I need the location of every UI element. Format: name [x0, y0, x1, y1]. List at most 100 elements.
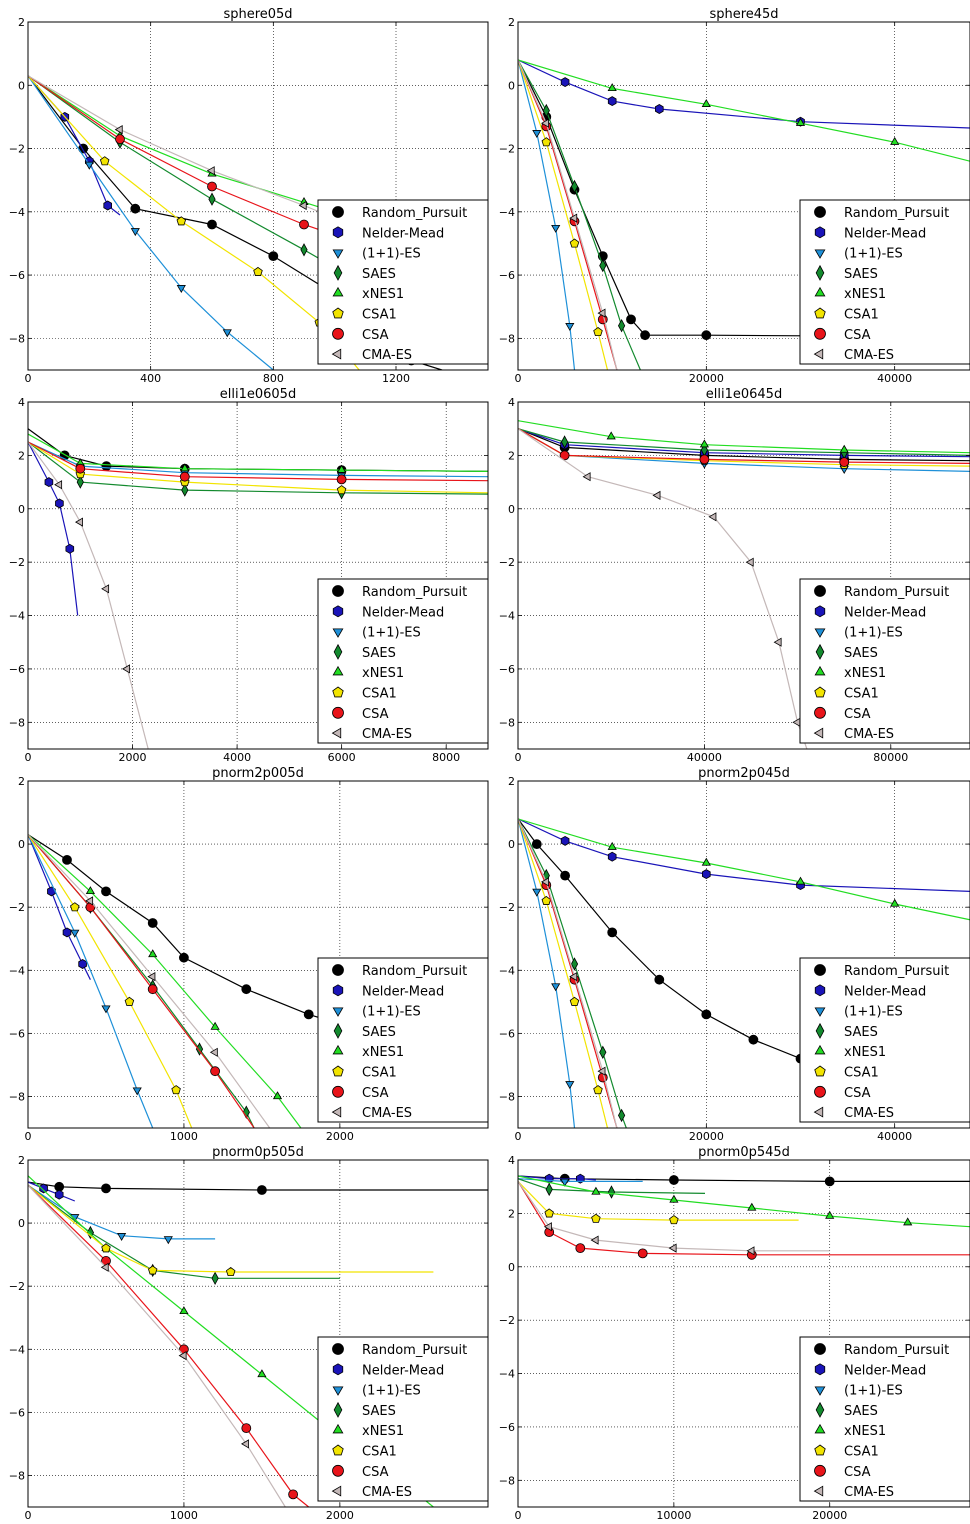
legend-box	[799, 1336, 970, 1502]
data-point-CMA-ES	[597, 1066, 606, 1076]
y-tick-label: 2	[508, 16, 515, 29]
legend-marker-CSA1	[814, 307, 826, 319]
legend: Random_Pursuit Nelder-Mead (1+1)-ES SAES xNE…	[317, 1336, 489, 1502]
legend-label: CMA-ES	[362, 348, 412, 363]
chart-title: sphere05d	[223, 7, 292, 22]
data-point-Nelder-Mead	[701, 869, 711, 880]
data-point-Random_Pursuit	[178, 952, 189, 963]
data-point-CMA-ES	[101, 584, 110, 594]
data-point-Nelder-Mead	[65, 543, 75, 554]
y-tick-label: −6	[499, 1027, 515, 1040]
data-point-(1+1)-ES	[163, 1236, 173, 1245]
legend-label: SAES	[362, 1025, 396, 1040]
legend-label: SAES	[844, 646, 878, 661]
legend-label: SAES	[362, 267, 396, 282]
series-group	[518, 59, 970, 370]
y-tick-label: −8	[9, 716, 25, 729]
y-tick-label: −2	[499, 556, 515, 569]
legend-label: CSA	[844, 1465, 871, 1480]
legend-marker-CMA-ES	[813, 727, 824, 739]
data-point-CMA-ES	[122, 664, 130, 674]
data-point-xNES1	[839, 444, 849, 453]
data-point-CSA1	[253, 266, 263, 276]
data-point-xNES1	[85, 886, 95, 895]
data-point-CMA-ES	[75, 517, 83, 527]
data-point-Random_Pursuit	[748, 1034, 759, 1045]
data-point-CSA1	[669, 1215, 679, 1225]
data-point-CMA-ES	[652, 490, 661, 500]
legend-marker-CSA1	[332, 1065, 344, 1077]
data-point-CMA-ES	[541, 118, 549, 128]
legend-label: Random_Pursuit	[362, 206, 467, 221]
legend-label: (1+1)-ES	[844, 247, 903, 262]
chart-title: sphere45d	[709, 7, 778, 22]
data-point-Random_Pursuit	[130, 203, 141, 214]
data-point-xNES1	[795, 876, 806, 885]
legend-marker-SAES	[815, 643, 825, 660]
legend: Random_Pursuit Nelder-Mead (1+1)-ES SAES xNE…	[317, 957, 489, 1123]
data-point-xNES1	[591, 1186, 601, 1195]
legend-marker-xNES1	[332, 1044, 344, 1055]
legend-marker-Random_Pursuit	[814, 206, 826, 218]
data-point-CSA1	[124, 996, 135, 1006]
legend: Random_Pursuit Nelder-Mead (1+1)-ES SAES xNE…	[799, 578, 970, 744]
chart-panel-3: 0 40000 80000 −8 −6 −4 −2 0 2 4 elli1e0645d Random_…	[499, 387, 970, 764]
legend-marker-CSA	[332, 327, 344, 340]
series-group	[28, 428, 488, 749]
legend-label: Random_Pursuit	[844, 206, 949, 221]
legend: Random_Pursuit Nelder-Mead (1+1)-ES SAES xNE…	[799, 199, 970, 365]
legend-label: CSA	[844, 328, 871, 343]
series-group	[518, 420, 970, 749]
y-tick-label: −2	[9, 1280, 25, 1293]
y-tick-label: −8	[499, 1474, 515, 1487]
chart-title: pnorm0p545d	[698, 1145, 790, 1160]
y-tick-label: −6	[499, 1421, 515, 1434]
legend-label: xNES1	[844, 287, 886, 302]
data-point-CSA1	[569, 238, 580, 248]
chart-title: pnorm2p005d	[212, 766, 304, 781]
x-tick-label: 80000	[873, 751, 908, 764]
series-group	[518, 818, 970, 1128]
legend-marker-Random_Pursuit	[332, 1343, 344, 1355]
data-point-CSA	[115, 134, 125, 144]
legend-label: xNES1	[362, 1045, 404, 1060]
legend-marker-CSA1	[814, 1444, 826, 1456]
data-point-CMA-ES	[543, 1222, 552, 1232]
legend-marker-SAES	[333, 1401, 343, 1418]
data-point-xNES1	[795, 117, 806, 126]
data-point-CSA1	[171, 1085, 181, 1095]
legend-label: Nelder-Mead	[362, 605, 444, 620]
legend-marker-CMA-ES	[813, 348, 824, 360]
data-point-CMA-ES	[206, 166, 215, 176]
y-tick-label: −4	[499, 1368, 515, 1381]
data-point-xNES1	[180, 463, 190, 472]
y-tick-label: 4	[508, 1154, 515, 1167]
data-point-xNES1	[607, 83, 617, 92]
y-tick-label: 2	[18, 775, 25, 788]
data-point-SAES	[560, 435, 569, 449]
legend-label: CSA	[362, 328, 389, 343]
data-point-CSA1	[569, 996, 580, 1006]
data-point-xNES1	[337, 464, 347, 473]
x-tick-label: 20000	[689, 372, 724, 385]
legend-marker-CSA	[332, 706, 344, 719]
x-tick-label: 0	[25, 372, 32, 385]
y-tick-label: −6	[9, 1406, 25, 1419]
x-tick-label: 400	[140, 372, 161, 385]
legend-marker-Nelder-Mead	[814, 605, 826, 618]
y-tick-label: −2	[9, 143, 25, 156]
x-tick-label: 0	[515, 372, 522, 385]
data-point-xNES1	[179, 1306, 189, 1315]
legend-marker-SAES	[815, 1022, 825, 1039]
data-point-CSA	[575, 1243, 586, 1253]
y-tick-label: 2	[18, 16, 25, 29]
legend-marker-xNES1	[814, 1423, 826, 1434]
x-tick-label: 6000	[328, 751, 356, 764]
legend-marker-xNES1	[332, 665, 344, 676]
series-line-Nelder-Mead	[518, 59, 970, 129]
legend-marker-Nelder-Mead	[332, 226, 344, 239]
legend-label: (1+1)-ES	[362, 247, 421, 262]
data-point-Nelder-Mead	[44, 477, 54, 488]
data-point-CSA1	[70, 902, 80, 912]
